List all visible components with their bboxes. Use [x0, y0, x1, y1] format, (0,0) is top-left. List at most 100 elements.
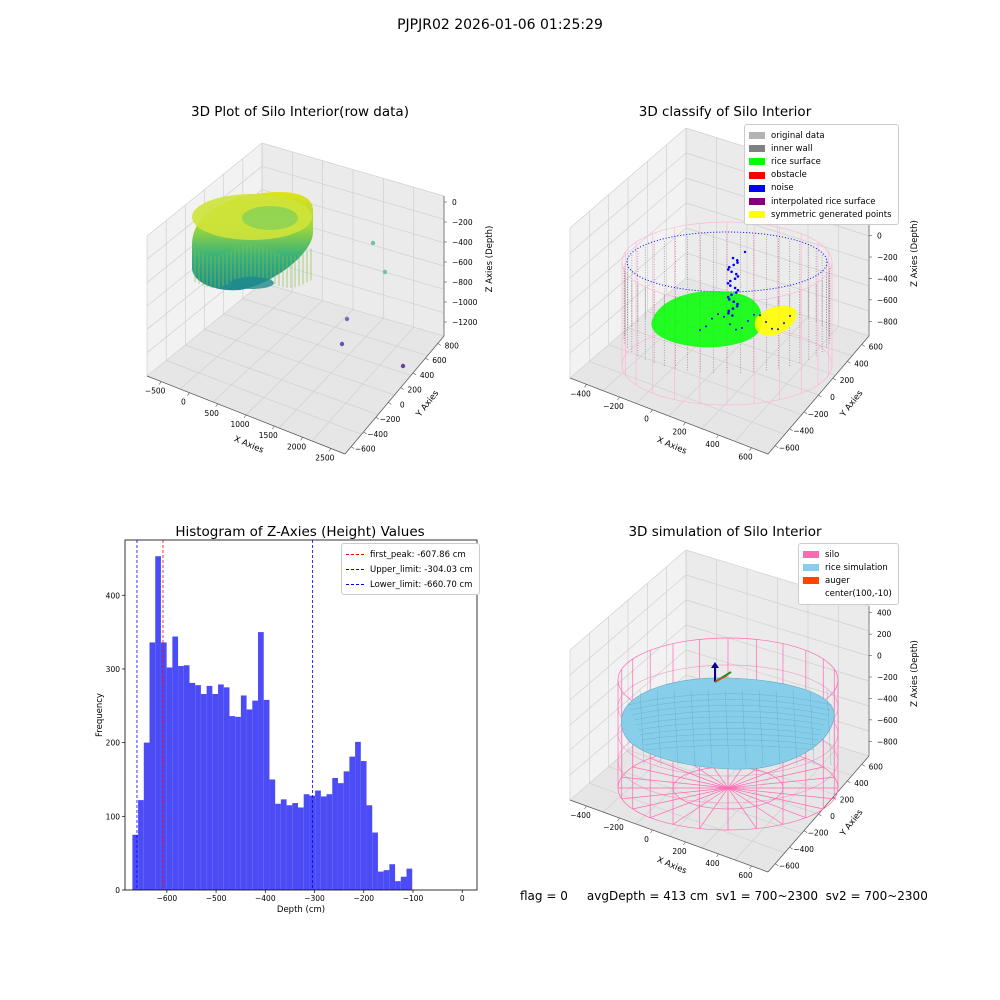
x-tick-label: 0 [460, 894, 465, 903]
noise-point [729, 284, 732, 287]
surface-mesh-line [639, 689, 645, 766]
y-tick-label: 0 [830, 393, 835, 402]
histogram-bar [349, 756, 356, 890]
y-tick [775, 863, 779, 866]
z-tick-label: −600 [877, 296, 898, 305]
z-axis-label: Z Axies (Depth) [485, 226, 495, 293]
noise-point [759, 314, 761, 317]
noise-point [699, 329, 701, 331]
y-tick [363, 431, 367, 435]
rice-surface-patch [651, 290, 762, 348]
z-tick-label: −1200 [452, 318, 478, 327]
legend-item-rice-surface: rice surface [749, 155, 892, 168]
x-tick-label: −200 [603, 402, 624, 411]
x-tick-label: 600 [738, 871, 753, 880]
grid-line [569, 574, 687, 676]
panel2-title: 3D classify of Silo Interior [638, 104, 812, 120]
noise-point [726, 268, 730, 271]
legend-swatch [803, 577, 819, 585]
legend-item-original-data: original data [749, 129, 892, 142]
y-tick-label: 400 [854, 779, 869, 788]
x-tick [650, 829, 653, 834]
y-tick-label: 400 [854, 359, 869, 368]
legend-swatch [749, 145, 765, 153]
z-tick-label: −200 [877, 253, 898, 262]
surface-mesh-line [809, 689, 815, 766]
noise-point [765, 321, 767, 324]
x-tick-label: 0 [644, 415, 649, 424]
y-tick-label: 100 [106, 812, 121, 821]
y-tick [789, 428, 793, 431]
grid-line [569, 202, 687, 304]
z-tick-label: −600 [877, 716, 898, 725]
outlier-point [344, 316, 350, 322]
surface-mesh-line [645, 745, 815, 751]
noise-point [735, 328, 737, 331]
x-tick [749, 865, 752, 870]
grid-line [685, 574, 870, 632]
legend-swatch [749, 211, 765, 219]
x-tick [716, 853, 719, 858]
histogram-bar [240, 695, 247, 890]
x-tick [584, 384, 587, 388]
noise-point [753, 313, 755, 316]
grid-line [569, 599, 687, 701]
histogram-bar [172, 636, 179, 890]
noise-point [734, 291, 738, 294]
floor-pane [570, 278, 869, 454]
z-tick-label: −600 [452, 258, 473, 267]
noise-point [734, 272, 738, 276]
noise-point [726, 282, 730, 285]
z-tick-label: 400 [877, 609, 892, 618]
noise-point [729, 323, 731, 326]
legend-item-silo: silo [803, 548, 892, 561]
legend-item-auger: auger [803, 574, 892, 587]
grid-line [569, 152, 687, 254]
y-tick [388, 402, 392, 405]
y-tick-label: 0 [830, 812, 835, 821]
y-tick-label: −600 [779, 444, 800, 453]
z-tick-label: 0 [877, 652, 882, 661]
histogram-bar [155, 556, 161, 890]
histogram-bar [337, 783, 344, 890]
x-tick-label: 1000 [230, 420, 249, 429]
y-tick [375, 416, 380, 420]
surface-mesh-line [629, 699, 831, 711]
noise-point [717, 313, 719, 316]
surface-mesh-line [656, 689, 662, 766]
noise-point [727, 309, 731, 313]
histogram-bar [320, 796, 327, 890]
floor-pane [147, 283, 444, 454]
z-tick-label: −400 [452, 238, 473, 247]
noise-point [736, 302, 739, 306]
grid-line [261, 282, 445, 337]
z-tick-label: −800 [452, 278, 473, 287]
y-tick [818, 394, 822, 398]
histogram-bar [280, 799, 287, 890]
x-tick [650, 409, 653, 413]
noise-point [705, 325, 707, 328]
z-tick-label: 0 [877, 232, 882, 241]
noise-point [735, 259, 739, 262]
x-axis-label: X Axies [655, 855, 688, 877]
grid-line [569, 177, 687, 279]
noise-point [728, 279, 732, 283]
x-tick-label: −400 [570, 389, 591, 398]
legend-swatch [803, 564, 819, 572]
legend-swatch [803, 591, 819, 598]
surface-mesh-line [641, 733, 819, 741]
x-tick [300, 437, 303, 441]
histogram-axes: −600 −500 −400 −300 −200 −100 0 0 100 200 300 400 De… [95, 539, 478, 915]
x-tick [716, 434, 719, 439]
outlier-point [400, 363, 406, 369]
x-tick-label: 400 [705, 440, 720, 449]
histogram-bar [183, 665, 190, 890]
z-tick-label: 200 [877, 630, 892, 639]
surface-mesh-line [741, 689, 747, 766]
noise-point [736, 288, 740, 292]
x-tick [158, 381, 162, 385]
y-tick-label: −200 [808, 410, 829, 419]
legend-line [346, 584, 364, 585]
histogram-bar [406, 868, 413, 890]
grid-line [261, 259, 445, 314]
